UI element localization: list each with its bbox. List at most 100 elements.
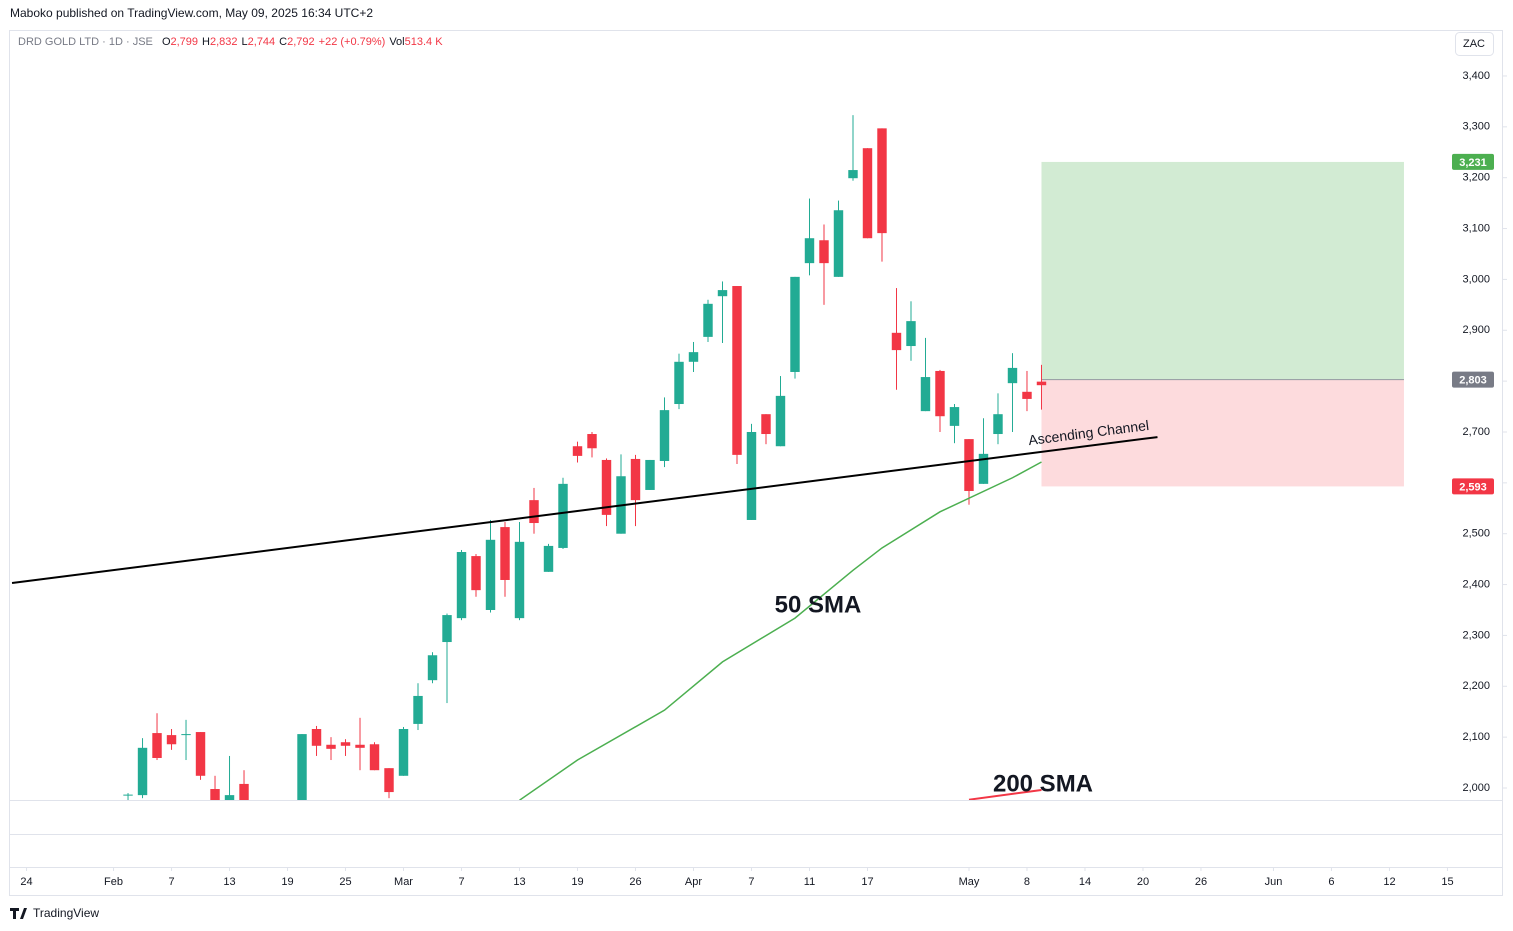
- candle-body: [137, 747, 148, 796]
- x-tick-label: 19: [571, 876, 583, 888]
- y-tick-label: 2,400: [1462, 578, 1490, 590]
- price-badge: [1452, 153, 1494, 170]
- candle-body: [732, 286, 742, 455]
- candle-body: [688, 352, 699, 362]
- candle-body: [239, 783, 249, 800]
- y-tick-label: 2,000: [1462, 782, 1490, 794]
- legend-value: 2,792: [287, 36, 315, 48]
- candle-body: [543, 545, 554, 572]
- x-tick-label: 7: [168, 876, 174, 888]
- candle-body: [761, 414, 771, 435]
- x-tick-label: 24: [20, 876, 32, 888]
- price-badge: [1452, 478, 1494, 495]
- y-tick-label: 3,400: [1462, 70, 1490, 82]
- sma-label: 50 SMA: [775, 591, 862, 618]
- candle-body: [645, 459, 655, 490]
- candle-body: [587, 434, 597, 449]
- candle-body: [1036, 381, 1047, 386]
- y-tick-label: 3,100: [1462, 222, 1490, 234]
- candle-body: [166, 735, 177, 745]
- symbol: DRD GOLD LTD · 1D · JSE: [18, 36, 153, 48]
- candle-body: [500, 527, 510, 580]
- sma-line: [968, 789, 1042, 800]
- x-tick-label: Apr: [685, 876, 702, 888]
- currency-label: ZAC: [1463, 38, 1485, 50]
- y-tick-label: 2,900: [1462, 324, 1490, 336]
- x-tick-label: 8: [1024, 876, 1030, 888]
- candle-body: [659, 410, 670, 461]
- candle-body: [819, 240, 829, 264]
- candle-body: [558, 483, 568, 548]
- price-badge: [1452, 371, 1494, 388]
- publish-info: Maboko published on TradingView.com, May…: [10, 6, 373, 20]
- candle-body: [920, 377, 931, 412]
- candle-body: [717, 290, 728, 297]
- x-tick-label: 7: [458, 876, 464, 888]
- x-tick-label: 12: [1383, 876, 1395, 888]
- stop-zone: [1041, 379, 1404, 487]
- currency-button[interactable]: [1455, 32, 1494, 56]
- sma-label: 200 SMA: [993, 770, 1093, 797]
- y-tick-label: 2,200: [1462, 680, 1490, 692]
- candle-body: [123, 794, 133, 796]
- candle-body: [833, 210, 844, 277]
- candle-body: [456, 552, 467, 619]
- candle-body: [326, 744, 336, 749]
- brand: TradingView: [10, 906, 99, 920]
- candle-body: [224, 795, 235, 800]
- candle-body: [398, 729, 409, 776]
- candle-body: [369, 744, 380, 771]
- candle-body: [572, 446, 583, 456]
- legend-key: L: [242, 36, 248, 48]
- x-tick-label: 19: [281, 876, 293, 888]
- candle-body: [804, 238, 815, 264]
- symbol-legend: DRD GOLD LTD · 1D · JSE O2,799 H2,832 L2,7…: [18, 36, 443, 48]
- candle-body: [964, 439, 974, 491]
- candle-body: [413, 695, 423, 724]
- candle-body: [181, 734, 191, 736]
- candle-body: [210, 789, 220, 800]
- x-tick-label: 20: [1137, 876, 1149, 888]
- overlay: 2,0002,1002,2002,3002,4002,5002,6002,700…: [11, 70, 1507, 888]
- price-badge-label: 2,593: [1459, 481, 1487, 493]
- x-tick-label: 15: [1441, 876, 1453, 888]
- trendline: [11, 436, 1158, 585]
- sma-line: [519, 461, 1042, 800]
- legend-value: 2,744: [248, 36, 276, 48]
- legend-key: H: [202, 36, 210, 48]
- legend-key: C: [279, 36, 287, 48]
- candle-body: [152, 733, 162, 758]
- candle-body: [311, 729, 322, 746]
- candle-body: [978, 453, 989, 484]
- x-tick-label: May: [959, 876, 980, 888]
- x-tick-label: 26: [1195, 876, 1207, 888]
- legend-volume-key: Vol: [389, 36, 404, 48]
- y-tick-label: 2,100: [1462, 731, 1490, 743]
- x-tick-label: Jun: [1265, 876, 1283, 888]
- candle-body: [195, 732, 206, 776]
- x-tick-label: 13: [513, 876, 525, 888]
- candle-body: [442, 615, 452, 643]
- x-tick-label: 25: [339, 876, 351, 888]
- x-tick-label: 14: [1079, 876, 1091, 888]
- x-tick-label: 7: [748, 876, 754, 888]
- candle-body: [862, 148, 873, 239]
- candle-body: [630, 458, 641, 501]
- legend-value: 2,799: [171, 36, 199, 48]
- legend-volume: 513.4 K: [405, 36, 444, 48]
- x-tick-label: 11: [804, 876, 815, 888]
- price-pane: [123, 115, 1404, 800]
- candle-body: [906, 321, 916, 347]
- x-tick-label: 13: [223, 876, 235, 888]
- legend-key: O: [162, 36, 171, 48]
- brand-name: TradingView: [33, 906, 99, 920]
- candle-body: [949, 407, 960, 426]
- y-tick-label: 3,000: [1462, 273, 1490, 285]
- x-tick-label: Mar: [394, 876, 413, 888]
- candle-body: [848, 170, 858, 179]
- candle-body: [877, 128, 887, 234]
- candle-body: [601, 459, 612, 515]
- y-tick-label: 2,500: [1462, 528, 1490, 540]
